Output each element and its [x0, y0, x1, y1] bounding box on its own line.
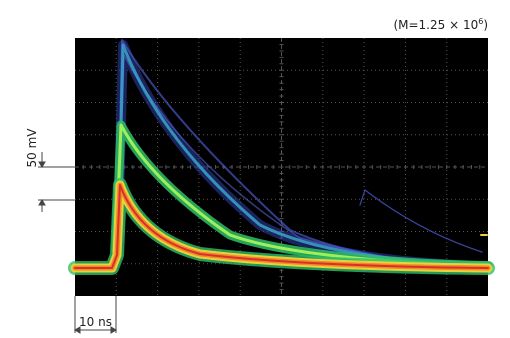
- arrow-heads: [39, 162, 45, 205]
- multiplication-annotation: (M=1.25 × 106): [393, 17, 488, 32]
- figure: (M=1.25 × 106) 50 mV 10 ns: [0, 0, 510, 338]
- voltage-scale-label: 50 mV: [25, 128, 39, 168]
- time-scale-label: 10 ns: [79, 315, 112, 329]
- voltage-scale-bracket: [38, 152, 75, 212]
- page: (M=1.25 × 106) 50 mV 10 ns (() => { cons…: [0, 0, 510, 338]
- annotation-close: ): [483, 18, 488, 32]
- annotation-base: (M=1.25 × 10: [393, 18, 478, 32]
